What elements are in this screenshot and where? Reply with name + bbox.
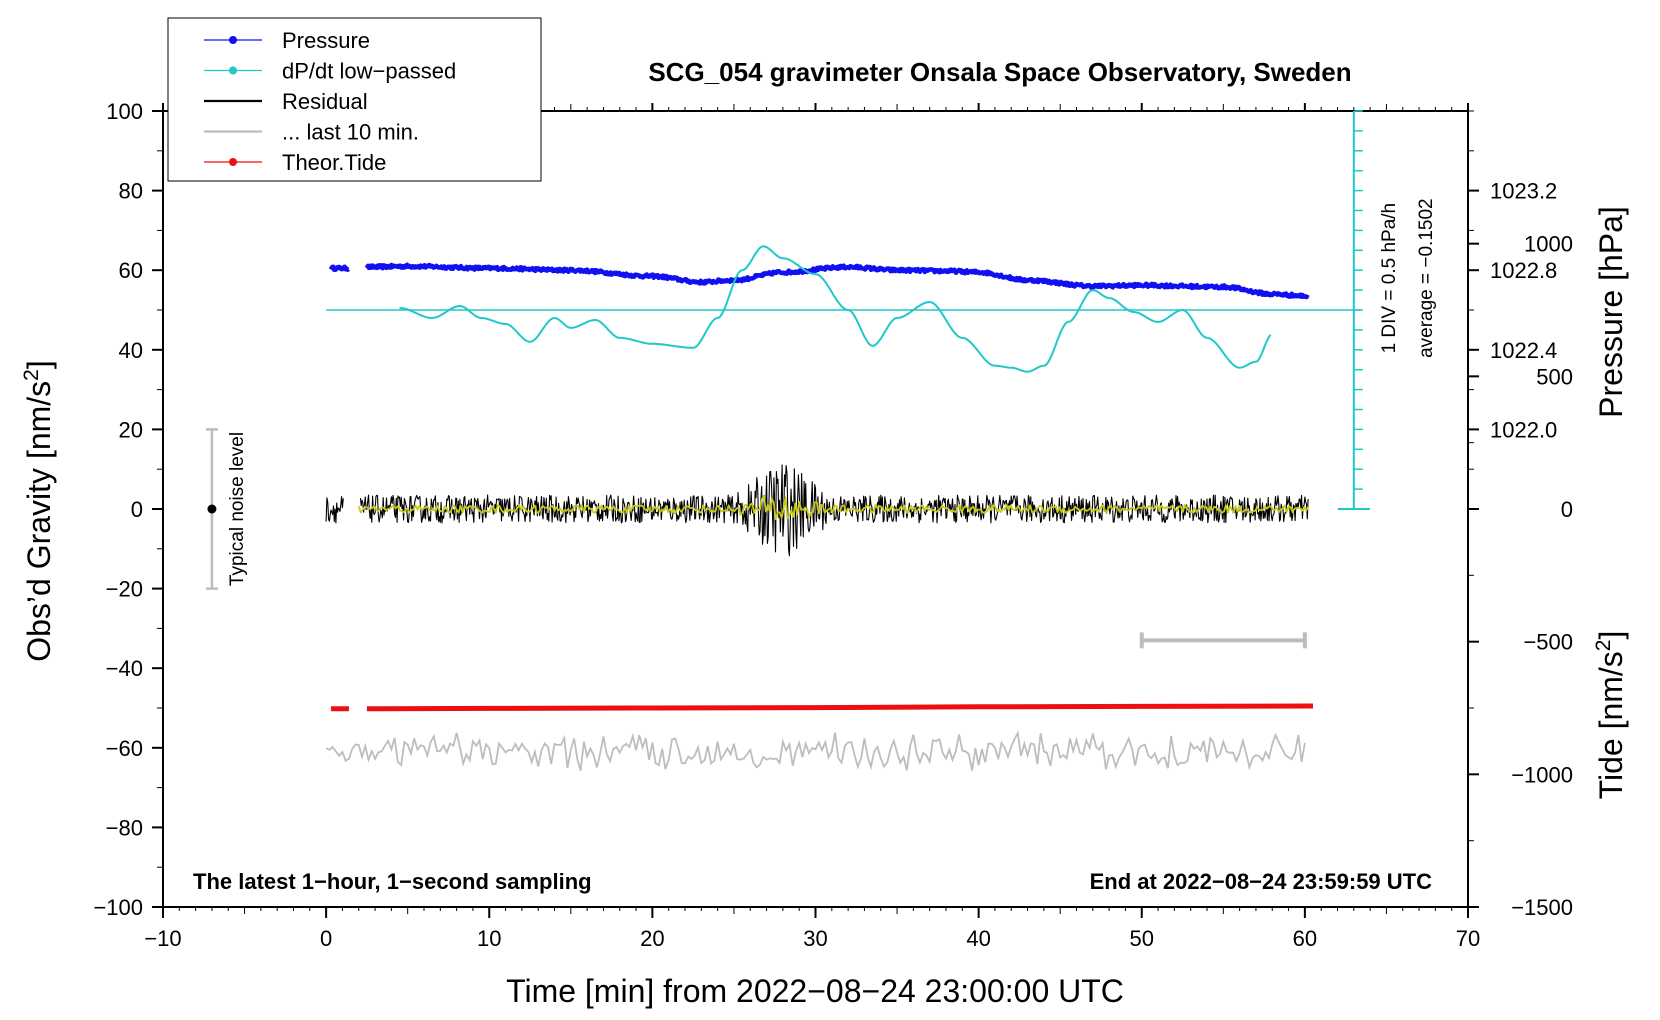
- legend-marker: [229, 66, 237, 75]
- pressure-tick-label: 1023.2: [1490, 179, 1557, 204]
- x-tick-label: 60: [1293, 926, 1317, 951]
- sampling-note: The latest 1−hour, 1−second sampling: [193, 869, 592, 894]
- y-tick-label: −100: [93, 895, 143, 920]
- noise-bar-dot: [207, 504, 217, 514]
- series-layer: 1 DIV = 0.5 hPa/h average = −0.1502 Typica…: [205, 110, 1437, 771]
- x-tick-label: 0: [320, 926, 332, 951]
- y-tick-label: 60: [119, 258, 143, 283]
- legend-label: Theor.Tide: [282, 150, 386, 175]
- y-tick-label: −60: [106, 736, 143, 761]
- pressure-series: [328, 264, 350, 273]
- y-tick-label: 80: [119, 179, 143, 204]
- y-tick-label: −40: [106, 656, 143, 681]
- tide-series: [366, 703, 1314, 712]
- pressure-tick-label: 1022.4: [1490, 338, 1557, 363]
- x-tick-label: 70: [1456, 926, 1480, 951]
- pressure-tick-label: 1022.0: [1490, 417, 1557, 442]
- legend-marker: [229, 36, 237, 44]
- x-tick-label: 30: [803, 926, 827, 951]
- x-tick-label: 40: [966, 926, 990, 951]
- average-label: average = −0.1502: [1416, 198, 1437, 358]
- tide-tick-label: 500: [1536, 364, 1573, 389]
- y-tick-label: 40: [119, 338, 143, 363]
- legend: Pressure dP/dt low−passed Residual ... last…: [167, 17, 542, 182]
- axes-layer: −10 0 10 20 30 40 50 60 70100806040200−20−40−60−…: [93, 99, 1573, 951]
- y-axis-label-tide: Tide [nm/s2]: [1592, 631, 1629, 800]
- tide-tick-label: −500: [1523, 630, 1573, 655]
- legend-label: dP/dt low−passed: [282, 59, 456, 84]
- legend-label: Residual: [282, 89, 368, 114]
- pressure-series: [364, 262, 1310, 300]
- residual-series: [359, 464, 1309, 557]
- y-axis-label-gravity: Obs’d Gravity [nm/s2]: [20, 360, 57, 662]
- dpdt-series: [399, 245, 1272, 373]
- y-axis-label-pressure: Pressure [hPa]: [1593, 206, 1629, 418]
- legend-label: Pressure: [282, 28, 370, 53]
- tide-tick-label: −1000: [1511, 762, 1573, 787]
- chart-title: SCG_054 gravimeter Onsala Space Observat…: [648, 57, 1351, 87]
- end-time-note: End at 2022−08−24 23:59:59 UTC: [1090, 869, 1433, 894]
- residual-series: [325, 496, 344, 524]
- div-scale-label: 1 DIV = 0.5 hPa/h: [1379, 203, 1400, 354]
- y-tick-label: −20: [106, 577, 143, 602]
- pressure-tick-label: 1022.8: [1490, 258, 1557, 283]
- y-tick-label: −80: [106, 815, 143, 840]
- tide-tick-label: 0: [1561, 497, 1573, 522]
- x-tick-label: 50: [1130, 926, 1154, 951]
- last-10-min-series: [325, 730, 1306, 771]
- y-tick-label: 100: [106, 99, 143, 124]
- legend-box: [167, 17, 542, 182]
- tide-tick-label: −1500: [1511, 895, 1573, 920]
- tide-tick-label: 1000: [1524, 232, 1573, 257]
- residual-lowpass-series: [357, 495, 1309, 521]
- x-axis-label: Time [min] from 2022−08−24 23:00:00 UTC: [506, 973, 1124, 1009]
- legend-marker: [229, 158, 237, 166]
- x-tick-label: 20: [640, 926, 664, 951]
- y-tick-label: 0: [131, 497, 143, 522]
- y-tick-label: 20: [119, 417, 143, 442]
- x-tick-label: 10: [477, 926, 501, 951]
- legend-label: ... last 10 min.: [282, 120, 419, 145]
- noise-bar-label: Typical noise level: [227, 432, 248, 586]
- x-tick-label: −10: [144, 926, 181, 951]
